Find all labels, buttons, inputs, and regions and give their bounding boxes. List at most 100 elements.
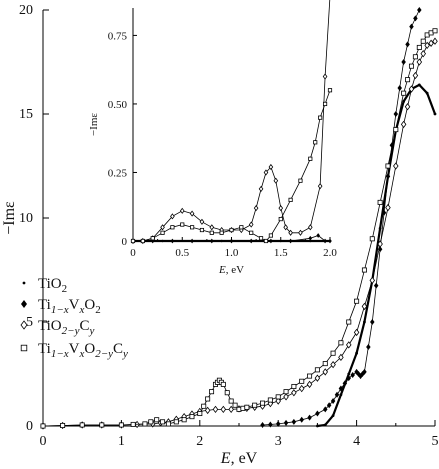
data-point [118, 422, 124, 428]
data-point [339, 393, 343, 397]
data-point [378, 227, 382, 230]
inset-y-tick-label: 0.25 [108, 167, 128, 179]
data-point [252, 402, 258, 408]
inset-data-point [209, 230, 214, 235]
data-point [267, 397, 273, 403]
inset-data-point [328, 238, 332, 244]
inset-data-point [140, 238, 145, 244]
inset-data-point [150, 236, 155, 241]
data-point [346, 319, 352, 325]
data-point [154, 417, 160, 423]
data-point [401, 90, 407, 96]
data-point [408, 63, 414, 69]
inset-data-point [263, 169, 269, 176]
data-point [412, 71, 419, 80]
data-point [326, 402, 332, 409]
inset-data-point [190, 238, 194, 244]
x-tick-label: 1 [118, 434, 125, 449]
data-point [354, 298, 360, 304]
data-point [413, 15, 418, 22]
inset-data-point [189, 210, 195, 217]
data-point [306, 380, 313, 389]
data-point [369, 236, 375, 242]
inset-x-tick-label: 0 [130, 247, 136, 259]
data-point [361, 302, 368, 311]
inset-data-point [249, 230, 254, 235]
data-point [416, 58, 423, 66]
data-point [283, 389, 289, 395]
data-point [408, 85, 415, 93]
data-point [291, 389, 297, 397]
inset-data-point [288, 238, 293, 244]
inset-data-point [210, 238, 214, 244]
data-point [79, 422, 85, 428]
data-point [322, 406, 328, 413]
series-open-diamond [40, 37, 438, 430]
inset-data-point [327, 88, 333, 93]
data-point [417, 7, 422, 13]
inset-data-point [308, 156, 313, 161]
inset-x-tick-label: 2.0 [323, 247, 337, 259]
data-point [322, 368, 328, 376]
inset-data-point [309, 239, 312, 243]
data-point [189, 414, 195, 420]
data-point [346, 375, 352, 382]
series-filled-diamond [260, 7, 422, 428]
data-point [298, 384, 305, 393]
data-point [393, 127, 399, 133]
inset-data-point [258, 236, 264, 241]
inset-data-point [170, 213, 175, 220]
inset-data-point [308, 224, 313, 231]
data-point [40, 423, 46, 429]
inset-data-point [199, 227, 205, 233]
data-point [209, 389, 215, 395]
data-point [361, 267, 367, 273]
data-point [377, 240, 383, 248]
inset-data-point [322, 101, 328, 107]
data-point [283, 393, 289, 401]
data-point [224, 390, 230, 396]
y-tick-label: 15 [19, 107, 33, 122]
data-point [342, 380, 348, 387]
data-point [334, 391, 340, 398]
inset-data-point [258, 185, 264, 192]
data-point [363, 320, 366, 324]
x-tick-label: 2 [196, 434, 203, 449]
x-tick-label: 0 [40, 434, 47, 449]
y-axis-title: −Imε [1, 201, 18, 235]
x-tick-label: 4 [353, 434, 360, 449]
data-point [424, 41, 430, 50]
data-point [307, 373, 313, 379]
data-point [330, 398, 336, 405]
data-point [385, 173, 391, 180]
inset-series-open-square [130, 88, 333, 244]
data-point [331, 414, 335, 417]
data-point [148, 419, 154, 425]
inset-data-point [249, 238, 253, 244]
inset-series-open-diamond [130, 0, 331, 245]
inset-data-point [322, 73, 328, 80]
data-point [130, 421, 136, 427]
inset-y-tick-label: 0.75 [108, 30, 128, 42]
data-point [244, 404, 250, 410]
y-tick-label: 5 [26, 315, 33, 330]
data-point [433, 112, 437, 116]
data-point [165, 421, 171, 427]
legend-marker [21, 300, 27, 308]
series-open-square [40, 28, 438, 429]
data-point [412, 54, 418, 60]
series-line [262, 9, 420, 426]
data-point [260, 421, 265, 428]
inset-data-point [268, 163, 274, 171]
inset-data-point [248, 221, 254, 228]
inset-data-point [263, 238, 269, 244]
data-point [350, 372, 355, 379]
y-tick-label: 20 [19, 3, 33, 18]
data-point [404, 103, 411, 111]
y-tick-label: 10 [19, 211, 33, 226]
legend-label: TiO2−y​Cy​ [38, 318, 94, 337]
main-plot: 0 1 2 3 4 5 0 5 10 15 20 E, eV −Imε [1, 3, 439, 467]
data-point [299, 378, 305, 384]
data-point [370, 319, 375, 325]
inset-data-point [288, 229, 293, 236]
